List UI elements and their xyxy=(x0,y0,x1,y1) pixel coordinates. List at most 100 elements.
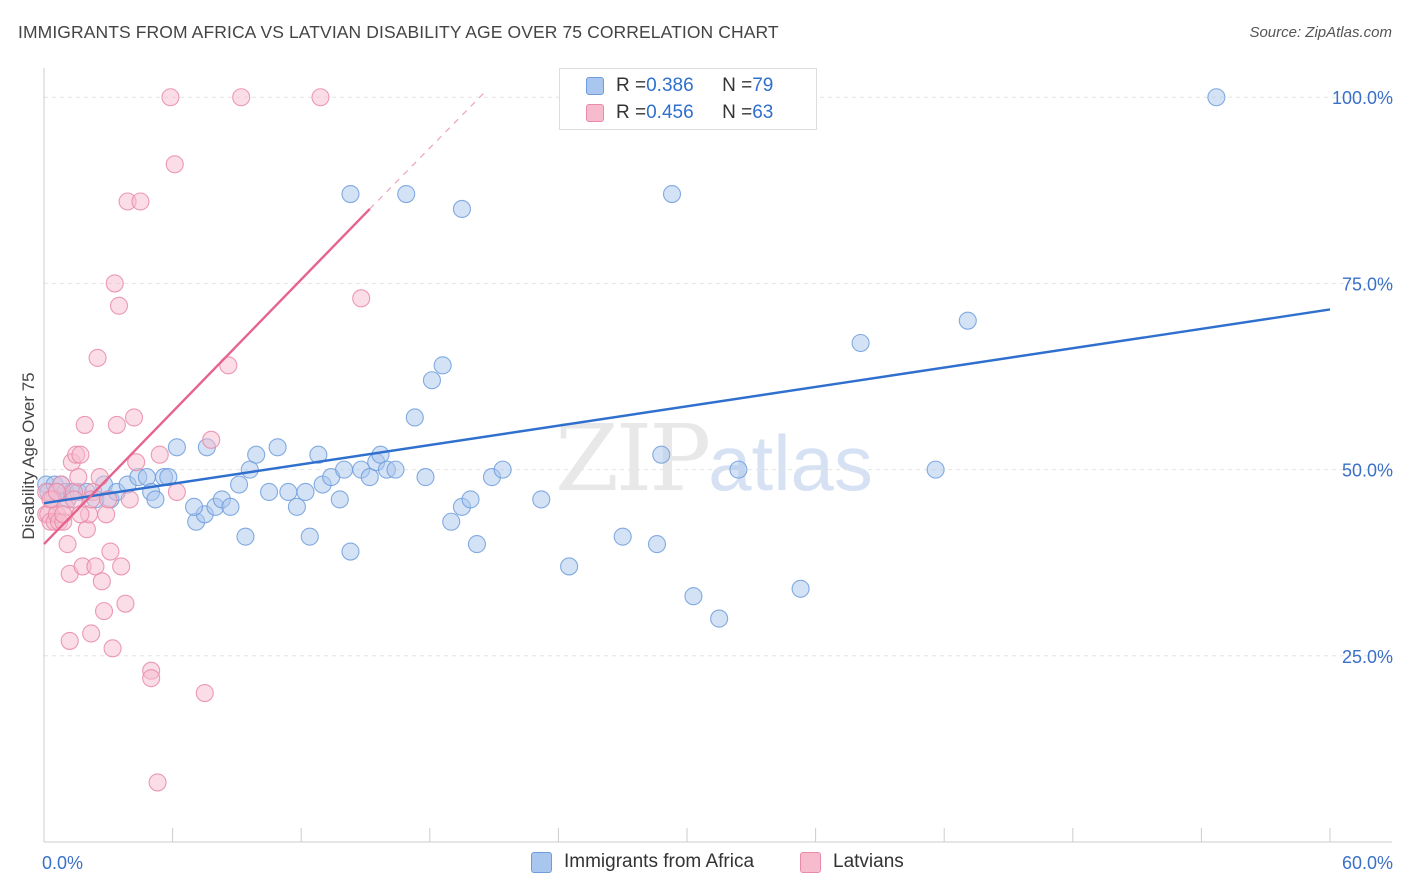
latvian-point-30 xyxy=(97,505,116,524)
africa-point-58 xyxy=(467,535,487,554)
latvian-point-53 xyxy=(219,356,238,375)
africa-point-34 xyxy=(268,438,287,457)
latvian-swatch xyxy=(586,104,604,122)
watermark: ZIPatlas xyxy=(555,405,873,512)
africa-point-70 xyxy=(791,579,810,598)
legend-row-latvians: R = 0.456 N = 63 xyxy=(586,101,773,125)
series-legend: Immigrants from Africa Latvians xyxy=(0,851,1406,877)
latvian-r-value: 0.456 xyxy=(646,102,694,123)
y-axis-label: Disability Age Over 75 xyxy=(19,372,38,539)
africa-point-30 xyxy=(236,527,255,546)
africa-point-37 xyxy=(296,482,315,502)
x-tick-label-max: 60.0% xyxy=(1342,853,1393,873)
y-tick-label-75: 75.0% xyxy=(1342,274,1393,294)
africa-legend-swatch xyxy=(531,851,552,873)
latvian-n-label: N = xyxy=(722,102,753,123)
trend-lines xyxy=(43,93,1331,545)
africa-point-28 xyxy=(221,497,240,516)
africa-r-value: 0.386 xyxy=(646,75,694,96)
latvian-point-54 xyxy=(232,88,251,107)
x-tick-label-min: 0.0% xyxy=(42,853,83,873)
latvian-point-28 xyxy=(92,572,111,591)
africa-point-33 xyxy=(259,482,279,502)
latvian-trend-extension xyxy=(369,93,484,210)
correlation-legend: R = 0.386 N = 79 R = 0.456 N = 63 xyxy=(559,68,817,130)
legend-row-africa: R = 0.386 N = 79 xyxy=(586,74,773,98)
latvian-point-49 xyxy=(165,155,184,174)
africa-point-46 xyxy=(360,468,379,487)
latvian-point-42 xyxy=(127,453,146,472)
chart-title: IMMIGRANTS FROM AFRICA VS LATVIAN DISABI… xyxy=(18,22,779,42)
latvian-point-37 xyxy=(112,557,131,576)
africa-point-19 xyxy=(146,490,165,509)
africa-point-66 xyxy=(662,185,682,204)
axis-labels: 25.0% 50.0% 75.0% 100.0% 0.0% 60.0% Disability… xyxy=(19,88,1393,873)
africa-point-62 xyxy=(560,557,579,576)
latvian-point-20 xyxy=(75,415,94,434)
africa-point-53 xyxy=(422,371,441,390)
africa-point-55 xyxy=(442,512,461,531)
africa-point-65 xyxy=(652,445,671,464)
latvian-point-13 xyxy=(60,631,79,650)
latvian-point-62 xyxy=(82,490,101,509)
africa-point-68 xyxy=(710,609,729,628)
latvian-point-38 xyxy=(116,594,135,613)
africa-point-63 xyxy=(613,527,632,546)
y-tick-label-25: 25.0% xyxy=(1342,647,1393,667)
africa-legend-label: Immigrants from Africa xyxy=(564,851,755,872)
africa-point-64 xyxy=(647,535,667,554)
africa-point-38 xyxy=(300,527,319,546)
latvian-legend-swatch xyxy=(800,851,821,873)
latvian-point-11 xyxy=(58,535,77,554)
latvian-point-23 xyxy=(82,624,101,643)
latvian-n-value: 63 xyxy=(752,102,774,123)
latvian-point-18 xyxy=(71,445,90,464)
africa-point-72 xyxy=(926,460,945,479)
latvian-point-50 xyxy=(167,482,186,502)
latvian-point-55 xyxy=(311,88,330,107)
africa-point-43 xyxy=(335,460,354,479)
latvian-point-33 xyxy=(103,639,122,658)
latvian-point-47 xyxy=(150,445,169,464)
axes xyxy=(43,68,1392,843)
latvian-point-45 xyxy=(142,669,161,688)
latvian-trend-line xyxy=(43,208,371,545)
latvian-point-51 xyxy=(195,683,214,703)
latvian-point-17 xyxy=(69,468,88,487)
latvian-point-52 xyxy=(202,430,221,449)
africa-point-78 xyxy=(184,497,204,516)
africa-swatch xyxy=(586,77,604,95)
africa-point-61 xyxy=(532,490,551,509)
africa-point-73 xyxy=(958,311,977,330)
africa-point-71 xyxy=(851,333,870,353)
latvian-point-27 xyxy=(90,468,109,487)
latvian-point-36 xyxy=(109,296,129,315)
africa-point-29 xyxy=(229,475,249,494)
africa-point-51 xyxy=(405,408,424,427)
africa-trend-line xyxy=(43,308,1331,505)
legend-item-africa[interactable]: Immigrants from Africa xyxy=(531,851,754,873)
latvian-r-label: R = xyxy=(616,102,647,123)
latvian-legend-label: Latvians xyxy=(833,851,904,872)
latvian-point-59 xyxy=(54,505,73,524)
latvian-point-32 xyxy=(101,542,120,561)
latvian-point-56 xyxy=(352,289,371,308)
africa-n-label: N = xyxy=(722,75,753,96)
latvian-point-26 xyxy=(88,348,107,367)
africa-point-50 xyxy=(386,460,405,479)
legend-item-latvians[interactable]: Latvians xyxy=(800,851,904,873)
africa-r-label: R = xyxy=(616,75,647,96)
africa-point-36 xyxy=(287,497,306,516)
africa-n-value: 79 xyxy=(752,75,774,96)
latvian-point-48 xyxy=(161,88,180,107)
latvian-point-43 xyxy=(131,192,150,211)
africa-point-75 xyxy=(341,185,360,204)
africa-point-52 xyxy=(416,468,435,487)
africa-point-22 xyxy=(167,438,186,457)
chart-source: Source: ZipAtlas.com xyxy=(1249,24,1392,41)
africa-point-69 xyxy=(729,460,748,479)
africa-point-44 xyxy=(341,542,360,561)
latvian-point-41 xyxy=(124,408,144,427)
latvian-point-46 xyxy=(148,773,167,792)
